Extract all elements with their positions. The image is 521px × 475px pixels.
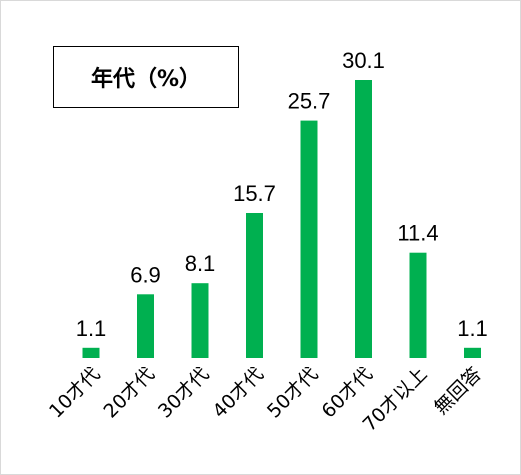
value-labels-layer: 1.1 6.9 8.1 15.7 25.7 30.1 11.4 1.1 [76, 48, 488, 341]
bar-4 [246, 213, 263, 358]
bar-6 [355, 80, 372, 358]
category-label-2: 20才代 [100, 363, 160, 423]
category-label-5: 50才代 [263, 363, 323, 423]
bars-layer [82, 80, 481, 358]
data-label-4: 15.7 [233, 181, 276, 206]
bar-8 [464, 347, 481, 358]
category-label-4: 40才代 [209, 363, 269, 423]
bar-5 [300, 120, 318, 358]
data-label-1: 1.1 [76, 316, 107, 341]
bar-2 [137, 294, 154, 358]
data-label-8: 1.1 [457, 316, 488, 341]
category-label-1: 10才代 [45, 363, 105, 423]
bar-1 [82, 347, 100, 358]
data-label-3: 8.1 [185, 251, 216, 276]
category-label-8: 無回答 [430, 363, 486, 419]
data-label-5: 25.7 [288, 89, 331, 114]
data-label-6: 30.1 [342, 48, 385, 73]
data-label-2: 6.9 [130, 262, 161, 287]
data-label-7: 11.4 [397, 221, 438, 246]
chart-title: 年代（%） [53, 46, 239, 108]
bar-3 [191, 283, 209, 358]
bar-7 [409, 252, 427, 358]
category-label-3: 30才代 [154, 363, 214, 423]
